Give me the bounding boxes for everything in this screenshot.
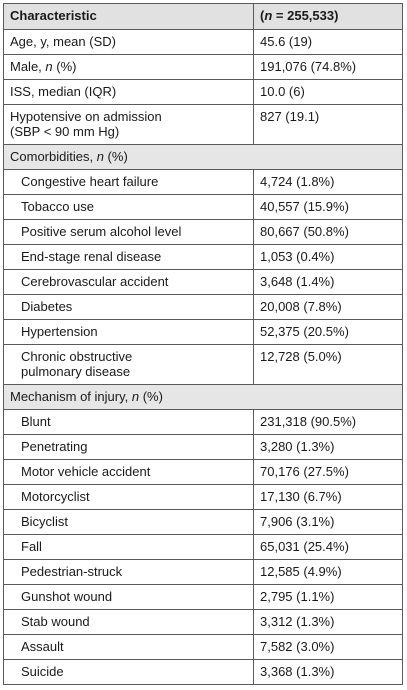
row-label: Age, y, mean (SD) — [3, 29, 254, 55]
row-value: 20,008 (7.8%) — [253, 294, 403, 320]
header-paren-open: ( — [260, 8, 265, 23]
row-value: 3,312 (1.3%) — [253, 609, 403, 635]
section-title-text: Comorbidities, — [10, 149, 97, 164]
row-label: Motorcyclist — [3, 484, 254, 510]
table-row: Assault 7,582 (3.0%) — [3, 634, 403, 660]
row-value: 4,724 (1.8%) — [253, 169, 403, 195]
table-row: Chronic obstructive pulmonary disease 12,7… — [3, 344, 403, 385]
table-row: Blunt 231,318 (90.5%) — [3, 409, 403, 435]
label-line-2: (SBP < 90 mm Hg) — [10, 124, 120, 139]
row-value: 7,582 (3.0%) — [253, 634, 403, 660]
section-title-suffix: (%) — [103, 149, 128, 164]
row-value: 3,368 (1.3%) — [253, 659, 403, 685]
label-suffix: (%) — [52, 59, 77, 74]
section-header-mechanism: Mechanism of injury, n (%) — [3, 384, 403, 410]
row-label: Tobacco use — [3, 194, 254, 220]
row-label: End-stage renal disease — [3, 244, 254, 270]
row-value: 17,130 (6.7%) — [253, 484, 403, 510]
row-label: Penetrating — [3, 434, 254, 460]
row-label: Chronic obstructive pulmonary disease — [3, 344, 254, 385]
row-value: 3,280 (1.3%) — [253, 434, 403, 460]
row-value: 3,648 (1.4%) — [253, 269, 403, 295]
table-row-iss: ISS, median (IQR) 10.0 (6) — [3, 79, 403, 105]
label-text: Male, — [10, 59, 46, 74]
table-row: Pedestrian-struck 12,585 (4.9%) — [3, 559, 403, 585]
label-line-1: Chronic obstructive — [21, 349, 133, 364]
table-row: Tobacco use 40,557 (15.9%) — [3, 194, 403, 220]
row-value: 12,728 (5.0%) — [253, 344, 403, 385]
header-n-value: = 255,533) — [272, 8, 339, 23]
row-value: 80,667 (50.8%) — [253, 219, 403, 245]
row-label: Hypotensive on admission (SBP < 90 mm Hg) — [3, 104, 254, 145]
row-label: Bicyclist — [3, 509, 254, 535]
table-row-hypotensive: Hypotensive on admission (SBP < 90 mm Hg)… — [3, 104, 403, 145]
section-title: Comorbidities, n (%) — [3, 144, 403, 170]
row-value: 1,053 (0.4%) — [253, 244, 403, 270]
row-label: Fall — [3, 534, 254, 560]
table-header-row: Characteristic (n = 255,533) — [3, 3, 403, 30]
row-value: 7,906 (3.1%) — [253, 509, 403, 535]
row-label: Assault — [3, 634, 254, 660]
row-label: Cerebrovascular accident — [3, 269, 254, 295]
row-value: 12,585 (4.9%) — [253, 559, 403, 585]
table-row: Stab wound 3,312 (1.3%) — [3, 609, 403, 635]
table-row: Motor vehicle accident 70,176 (27.5%) — [3, 459, 403, 485]
section-title-text: Mechanism of injury, — [10, 389, 132, 404]
n-symbol: n — [131, 389, 140, 404]
row-value: 827 (19.1) — [253, 104, 403, 145]
row-value: 52,375 (20.5%) — [253, 319, 403, 345]
table-row: Hypertension 52,375 (20.5%) — [3, 319, 403, 345]
row-value: 40,557 (15.9%) — [253, 194, 403, 220]
table-row: Diabetes 20,008 (7.8%) — [3, 294, 403, 320]
table-row: Fall 65,031 (25.4%) — [3, 534, 403, 560]
n-symbol: n — [96, 149, 104, 164]
row-label: Suicide — [3, 659, 254, 685]
row-label: Male, n (%) — [3, 54, 254, 80]
row-label: Gunshot wound — [3, 584, 254, 610]
table-row-age: Age, y, mean (SD) 45.6 (19) — [3, 29, 403, 55]
table-row: Congestive heart failure 4,724 (1.8%) — [3, 169, 403, 195]
table-row: Suicide 3,368 (1.3%) — [3, 659, 403, 685]
row-label: Stab wound — [3, 609, 254, 635]
row-value: 2,795 (1.1%) — [253, 584, 403, 610]
row-label: Hypertension — [3, 319, 254, 345]
table-row: Bicyclist 7,906 (3.1%) — [3, 509, 403, 535]
row-value: 231,318 (90.5%) — [253, 409, 403, 435]
row-value: 45.6 (19) — [253, 29, 403, 55]
section-title-suffix: (%) — [139, 389, 163, 404]
label-line-1: Hypotensive on admission — [10, 109, 162, 124]
table-row-male: Male, n (%) 191,076 (74.8%) — [3, 54, 403, 80]
row-label: Positive serum alcohol level — [3, 219, 254, 245]
row-value: 191,076 (74.8%) — [253, 54, 403, 80]
table-row: Gunshot wound 2,795 (1.1%) — [3, 584, 403, 610]
table-row: Motorcyclist 17,130 (6.7%) — [3, 484, 403, 510]
row-label: Blunt — [3, 409, 254, 435]
table-row: Penetrating 3,280 (1.3%) — [3, 434, 403, 460]
row-label: ISS, median (IQR) — [3, 79, 254, 105]
section-title: Mechanism of injury, n (%) — [3, 384, 403, 410]
row-value: 70,176 (27.5%) — [253, 459, 403, 485]
row-label: Diabetes — [3, 294, 254, 320]
characteristics-table: Characteristic (n = 255,533) Age, y, mea… — [3, 3, 403, 685]
section-header-comorbidities: Comorbidities, n (%) — [3, 144, 403, 170]
header-n-symbol: n — [264, 8, 273, 23]
row-label: Congestive heart failure — [3, 169, 254, 195]
row-value: 65,031 (25.4%) — [253, 534, 403, 560]
row-label: Pedestrian-struck — [3, 559, 254, 585]
table-row: End-stage renal disease 1,053 (0.4%) — [3, 244, 403, 270]
header-characteristic: Characteristic — [3, 3, 254, 30]
n-symbol: n — [45, 59, 53, 74]
label-line-2: pulmonary disease — [21, 364, 131, 379]
table-row: Positive serum alcohol level 80,667 (50.8… — [3, 219, 403, 245]
row-value: 10.0 (6) — [253, 79, 403, 105]
header-total-n: (n = 255,533) — [253, 3, 403, 30]
row-label: Motor vehicle accident — [3, 459, 254, 485]
table-row: Cerebrovascular accident 3,648 (1.4%) — [3, 269, 403, 295]
